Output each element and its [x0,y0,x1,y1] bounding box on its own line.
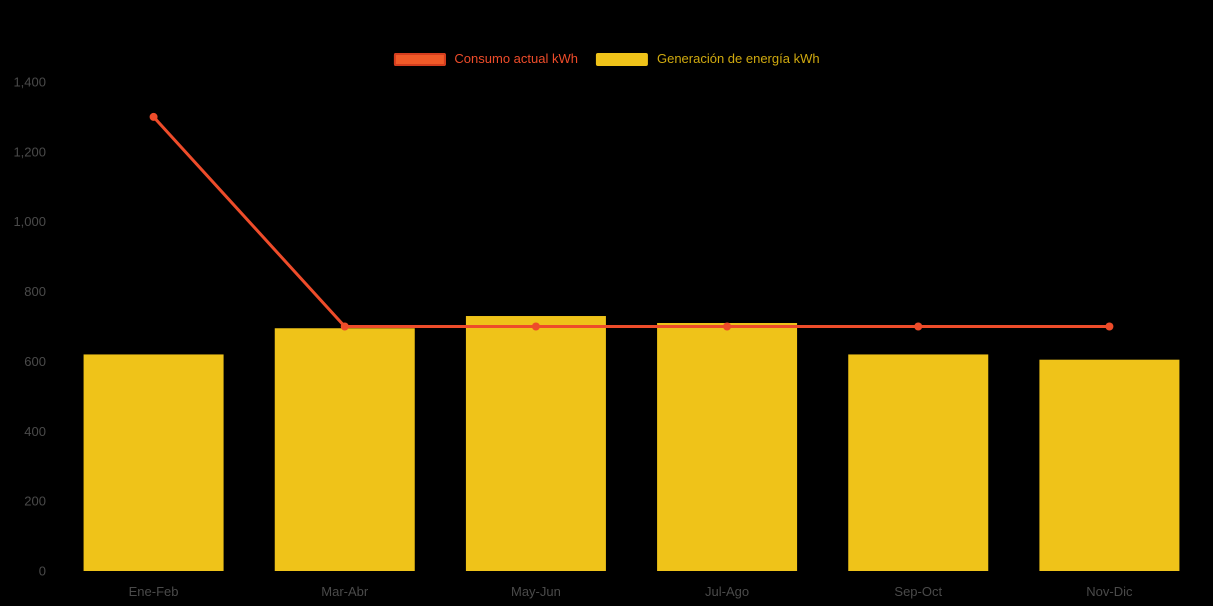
y-tick-label-600: 600 [24,354,46,369]
generacion-energia-legend-swatch-icon [595,52,648,66]
line-point-Mar-Abr[interactable] [340,322,349,331]
legend: Consumo actual kWh Generación de energía… [393,51,820,66]
generacion-energia-legend-label: Generación de energía kWh [656,51,820,66]
bar-Nov-Dic[interactable] [1039,359,1180,571]
x-axis-label-Sep-Oct: Sep-Oct [894,584,942,599]
y-tick-label-800: 800 [24,284,46,299]
legend-item-consumo-actual[interactable]: Consumo actual kWh [393,52,578,66]
bar-Ene-Feb[interactable] [83,354,224,571]
bar-Jul-Ago[interactable] [657,323,798,571]
y-tick-label-200: 200 [24,494,46,509]
y-tick-label-400: 400 [24,424,46,439]
line-point-Sep-Oct[interactable] [914,322,923,331]
y-tick-label-1,400: 1,400 [13,75,46,90]
line-point-Nov-Dic[interactable] [1105,322,1114,331]
consumo-actual-legend-label: Consumo actual kWh [454,51,578,66]
y-tick-label-1,200: 1,200 [13,144,46,159]
line-point-May-Jun[interactable] [531,322,540,331]
line-point-Jul-Ago[interactable] [723,322,732,331]
x-axis-label-Mar-Abr: Mar-Abr [321,584,369,599]
x-axis-label-Ene-Feb: Ene-Feb [129,584,179,599]
legend-item-generacion-energia[interactable]: Generación de energía kWh [595,51,820,66]
bar-Mar-Abr[interactable] [274,328,415,571]
y-tick-label-1,000: 1,000 [13,214,46,229]
line-point-Ene-Feb[interactable] [149,112,158,121]
x-axis-label-May-Jun: May-Jun [511,584,561,599]
bar-May-Jun[interactable] [465,316,606,571]
consumo-actual-legend-swatch-icon [393,52,446,66]
consumo-actual-line [152,115,1110,328]
y-tick-label-0: 0 [39,564,46,579]
x-axis-label-Jul-Ago: Jul-Ago [705,584,749,599]
x-axis-label-Nov-Dic: Nov-Dic [1086,584,1133,599]
bar-Sep-Oct[interactable] [848,354,989,571]
